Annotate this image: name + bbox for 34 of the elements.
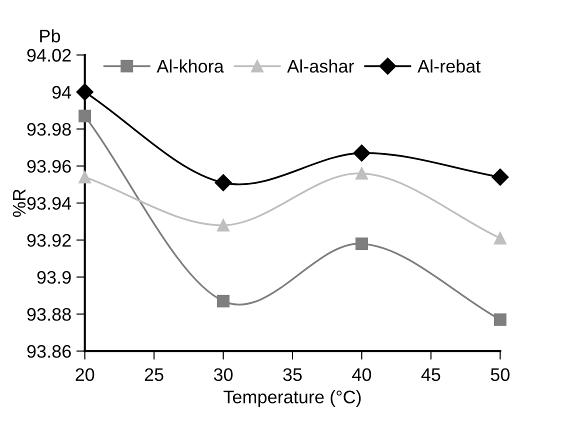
- x-tick-label: 40: [352, 368, 372, 382]
- legend-label: Al-khora: [156, 59, 224, 73]
- point: [494, 232, 506, 244]
- y-tick-label: 93.92: [27, 234, 71, 247]
- y-tick-label: 94.02: [27, 48, 71, 62]
- legend-label: Al-ashar: [287, 59, 354, 73]
- point: [78, 170, 92, 184]
- point: [353, 144, 370, 162]
- x-tick-label: 20: [76, 368, 94, 382]
- legend-label: Al-rebat: [418, 59, 481, 73]
- point: [355, 238, 368, 250]
- y-tick-label: 93.86: [27, 345, 71, 358]
- point: [76, 83, 94, 101]
- point: [355, 167, 368, 180]
- chart-title: Pb: [40, 29, 60, 42]
- point: [78, 110, 92, 122]
- x-tick-label: 45: [421, 368, 440, 382]
- y-tick-label: 93.94: [27, 196, 72, 210]
- x-tick-label: 25: [144, 368, 164, 382]
- x-tick-label: 30: [214, 368, 233, 382]
- y-axis-title: %R: [12, 189, 26, 217]
- y-tick-label: 93.98: [27, 122, 71, 136]
- x-tick-label: 35: [283, 368, 302, 382]
- y-tick-label: 93.9: [37, 271, 71, 284]
- point: [214, 174, 232, 192]
- x-tick-label: 50: [490, 368, 510, 382]
- y-tick-label: 93.88: [27, 308, 71, 321]
- point: [494, 313, 506, 326]
- point: [492, 168, 509, 186]
- x-axis-title: Temperature (°C): [224, 390, 361, 407]
- y-tick-label: 94: [52, 86, 72, 99]
- point: [217, 294, 230, 308]
- point: [217, 218, 230, 232]
- y-tick-label: 93.96: [27, 160, 71, 173]
